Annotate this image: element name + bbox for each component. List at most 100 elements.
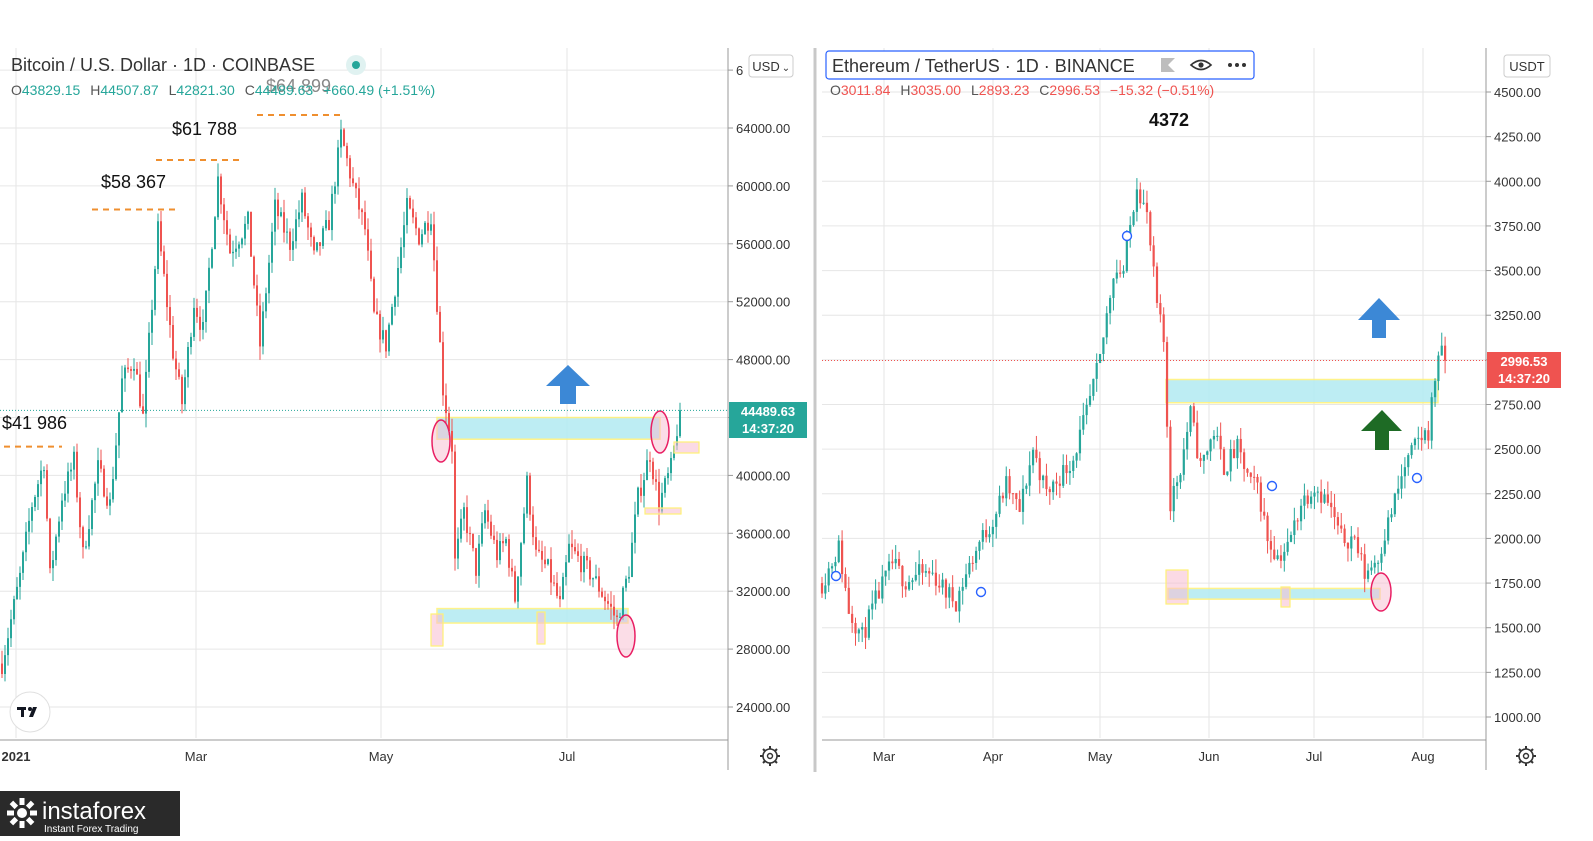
btc-candle: [583, 555, 585, 573]
btc-candle: [28, 520, 30, 532]
eth-candle: [1377, 562, 1380, 564]
btc-candle: [4, 655, 6, 674]
eth-legend-box[interactable]: [825, 50, 1255, 80]
eth-candle: [1028, 465, 1031, 486]
btc-candle: [313, 237, 315, 251]
btc-candle: [622, 587, 624, 617]
gear-icon[interactable]: [1516, 746, 1536, 766]
btc-candle: [304, 192, 306, 217]
eth-candle: [971, 562, 974, 564]
eth-candle: [1427, 430, 1430, 441]
eth-x-tick-label: Aug: [1411, 749, 1434, 764]
more-options-icon[interactable]: [1228, 63, 1246, 67]
eth-candle: [1122, 271, 1125, 274]
eth-candle: [1031, 449, 1035, 466]
flag-icon[interactable]: [1161, 58, 1175, 72]
eth-candle: [1162, 314, 1165, 343]
eth-candle: [1082, 415, 1085, 430]
eth-candle: [1038, 458, 1041, 481]
eth-label-4372: 4372: [1149, 110, 1189, 130]
eth-candle: [1172, 485, 1175, 512]
gear-icon[interactable]: [760, 746, 780, 766]
btc-candle: [19, 572, 21, 587]
btc-candle: [250, 211, 252, 257]
eth-candle: [1373, 562, 1376, 568]
btc-symbol-title[interactable]: Bitcoin / U.S. Dollar · 1D · COINBASE: [11, 55, 315, 75]
eye-icon[interactable]: [1189, 59, 1213, 71]
tradingview-logo[interactable]: [9, 691, 51, 733]
eth-candle: [1256, 476, 1259, 483]
btc-y-ticks: 24000.00 28000.00 32000.00 36000.00 40000.00…: [728, 63, 790, 715]
eth-candle: [1316, 491, 1319, 493]
eth-candle: [1444, 345, 1447, 361]
btc-x-ticks: 2021 Mar May Jul: [2, 749, 576, 764]
eth-candle: [1189, 406, 1192, 432]
eth-currency-button[interactable]: [1503, 54, 1551, 78]
btc-currency-button[interactable]: [748, 54, 794, 78]
btc-candle: [91, 500, 93, 530]
eth-candle: [1008, 476, 1011, 494]
btc-candle: [343, 129, 345, 146]
btc-candle: [379, 314, 381, 340]
btc-candle: [430, 224, 432, 231]
eth-candle: [1296, 520, 1299, 522]
btc-candle: [664, 478, 666, 493]
btc-candle: [577, 551, 579, 556]
btc-candle: [316, 242, 318, 251]
btc-candle: [301, 192, 303, 213]
btc-highlight-box: [536, 611, 546, 645]
btc-candle: [538, 549, 540, 551]
eth-candle: [1206, 451, 1209, 455]
btc-candle: [526, 475, 528, 514]
eth-candle: [1015, 493, 1018, 500]
eth-candle: [1269, 541, 1272, 550]
eth-candles[interactable]: [820, 178, 1447, 650]
btc-currency-label: USD: [752, 59, 779, 74]
btc-candle: [445, 395, 447, 414]
eth-candle: [1407, 455, 1410, 468]
eth-x-ticks: Mar Apr May Jun Jul Aug: [873, 749, 1435, 764]
eth-symbol-title[interactable]: Ethereum / TetherUS · 1D · BINANCE: [832, 56, 1135, 76]
eth-x-tick-label: May: [1088, 749, 1113, 764]
eth-candle: [857, 629, 860, 634]
btc-candle: [409, 197, 411, 209]
btc-label-64899: $64 899: [266, 76, 331, 96]
btc-candle: [337, 147, 339, 187]
eth-candle: [948, 587, 951, 598]
btc-candle: [130, 369, 132, 371]
btc-candle: [172, 324, 174, 359]
btc-candle: [310, 227, 312, 238]
eth-candle: [1169, 426, 1172, 512]
eth-candle: [991, 526, 994, 535]
eth-y-tick-label: 3500.00: [1494, 264, 1541, 279]
eth-candle: [1202, 454, 1205, 461]
eth-candle: [1209, 439, 1212, 452]
eth-candle: [1132, 211, 1135, 225]
btc-y-tick-label: 52000.00: [736, 295, 790, 310]
btc-candle: [178, 369, 180, 377]
eth-candle: [867, 609, 870, 638]
eth-candle: [1216, 435, 1219, 437]
btc-candle: [193, 307, 195, 337]
eth-candle: [1413, 438, 1417, 446]
btc-x-tick-label: Mar: [185, 749, 208, 764]
eth-candle: [1129, 224, 1132, 239]
eth-candle: [1243, 452, 1246, 469]
eth-candle: [851, 613, 854, 623]
btc-candle: [376, 311, 378, 315]
eth-candle: [1092, 378, 1095, 396]
btc-candle: [547, 559, 549, 565]
eth-candle: [931, 572, 934, 574]
eth-candle: [1045, 475, 1048, 490]
btc-candle: [382, 330, 384, 340]
btc-candle: [253, 256, 255, 286]
eth-candle: [1410, 445, 1413, 456]
eth-y-tick-label: 4250.00: [1494, 130, 1541, 145]
btc-candles[interactable]: [1, 119, 681, 682]
btc-candle: [271, 231, 273, 263]
eth-candle: [1360, 553, 1363, 555]
eth-candle: [1065, 465, 1068, 474]
btc-candle: [190, 336, 192, 348]
btc-candle: [166, 273, 168, 308]
btc-highlight-box: [673, 441, 700, 454]
